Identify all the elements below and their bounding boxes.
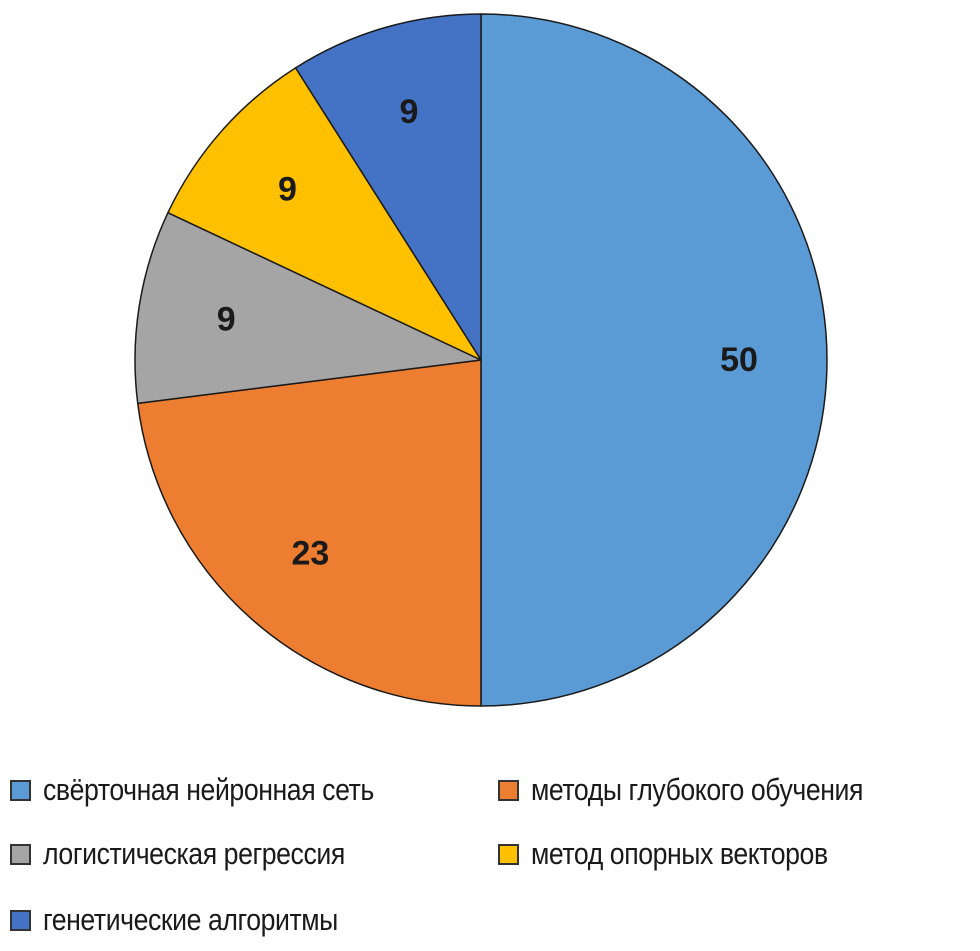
legend-swatch bbox=[10, 909, 31, 931]
legend-label: свёрточная нейронная сеть bbox=[43, 772, 374, 807]
slice-value-label-3: 9 bbox=[278, 170, 297, 208]
slice-value-label-0: 50 bbox=[720, 341, 758, 379]
legend-item-cnn: свёрточная нейронная сеть bbox=[10, 772, 428, 808]
legend: свёрточная нейронная сеть методы глубоко… bbox=[10, 760, 975, 950]
slice-value-label-4: 9 bbox=[400, 93, 419, 131]
pie-slices bbox=[134, 13, 828, 707]
pie-slice-2 bbox=[134, 211, 482, 405]
pie-data-labels: 50 23 9 9 9 bbox=[217, 93, 758, 572]
legend-item-deep-learning: методы глубокого обучения bbox=[498, 772, 917, 808]
legend-item-svm: метод опорных векторов bbox=[498, 836, 876, 872]
legend-label: генетические алгоритмы bbox=[43, 902, 338, 937]
pie-slice-1 bbox=[136, 359, 482, 707]
legend-swatch bbox=[10, 843, 31, 865]
legend-swatch bbox=[498, 779, 519, 801]
pie-slice-0 bbox=[480, 13, 828, 707]
legend-label: логистическая регрессия bbox=[43, 836, 345, 871]
pie-slice-3 bbox=[167, 67, 482, 361]
pie-slice-4 bbox=[294, 13, 482, 361]
legend-swatch bbox=[10, 779, 31, 801]
legend-label: методы глубокого обучения bbox=[531, 772, 864, 807]
slice-value-label-2: 9 bbox=[217, 301, 236, 339]
legend-swatch bbox=[498, 843, 519, 865]
slice-value-label-1: 23 bbox=[291, 535, 329, 573]
legend-label: метод опорных векторов bbox=[531, 836, 828, 871]
legend-item-logistic-regression: логистическая регрессия bbox=[10, 836, 394, 872]
pie-svg: 50 23 9 9 9 bbox=[134, 13, 828, 707]
legend-item-genetic-algorithms: генетические алгоритмы bbox=[10, 902, 386, 938]
